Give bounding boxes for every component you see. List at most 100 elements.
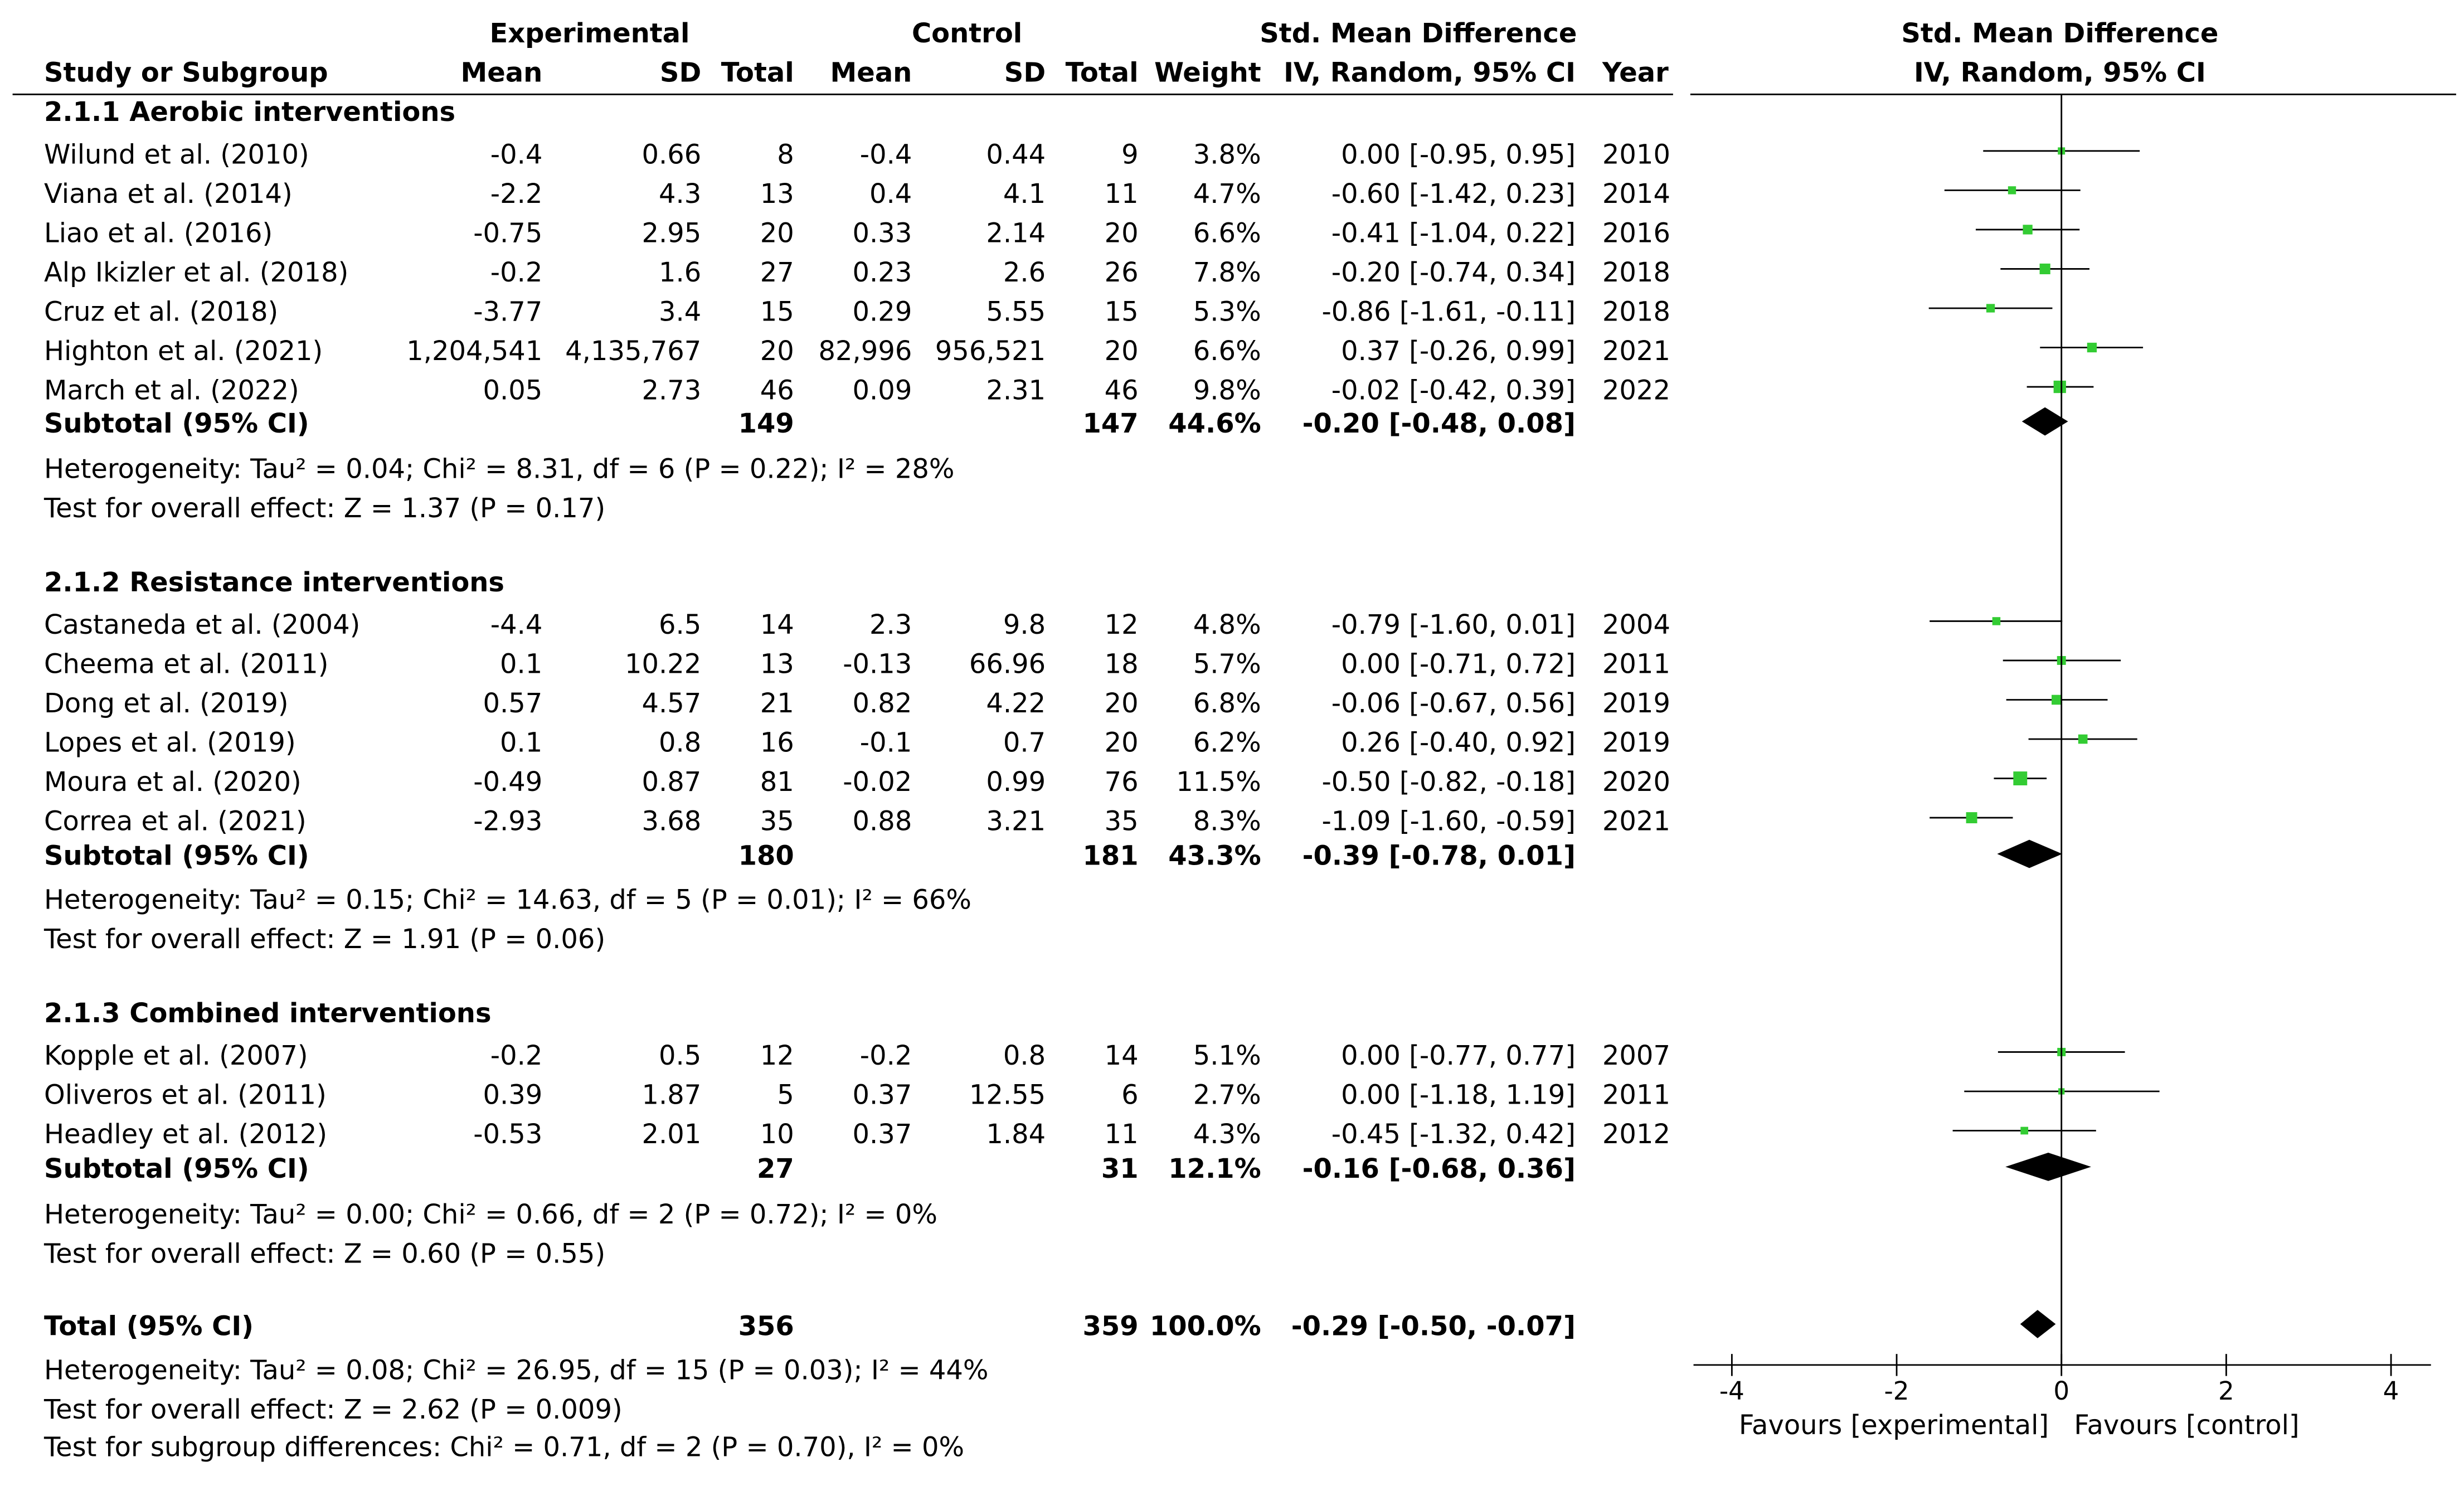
study-e-mean: -0.4	[490, 139, 543, 171]
study-e-mean: 1,204,541	[406, 336, 543, 367]
study-ci: 0.00 [-0.77, 0.77]	[1341, 1040, 1576, 1072]
subtotal-ci: -0.16 [-0.68, 0.36]	[1302, 1153, 1576, 1185]
study-ci: -0.41 [-1.04, 0.22]	[1331, 217, 1576, 250]
x-tick-label: 4	[2383, 1376, 2399, 1406]
study-year: 2018	[1602, 257, 1670, 289]
study-year: 2011	[1602, 648, 1670, 681]
study-e-total: 35	[760, 805, 794, 838]
header-study: Study or Subgroup	[43, 57, 328, 89]
study-c-total: 14	[1104, 1040, 1139, 1072]
subtotal-c-total: 181	[1082, 840, 1139, 872]
study-weight: 6.8%	[1193, 688, 1261, 720]
study-c-sd: 2.6	[1003, 257, 1046, 289]
study-c-sd: 9.8	[1003, 609, 1046, 641]
study-e-sd: 4.57	[641, 688, 702, 720]
header-c-total: Total	[1065, 57, 1139, 89]
study-c-total: 11	[1104, 178, 1139, 210]
study-ci: -0.86 [-1.61, -0.11]	[1321, 296, 1576, 328]
study-name: Correa et al. (2021)	[43, 805, 307, 838]
study-weight: 11.5%	[1176, 766, 1261, 798]
study-e-mean: -0.53	[473, 1119, 543, 1150]
subtotal-e-total: 149	[738, 408, 794, 440]
study-c-sd: 0.8	[1003, 1040, 1046, 1072]
study-weight: 4.7%	[1193, 178, 1261, 210]
study-ci: -0.60 [-1.42, 0.23]	[1331, 178, 1576, 210]
study-e-total: 10	[760, 1119, 794, 1150]
study-c-mean: 2.3	[869, 609, 912, 641]
total-label: Total (95% CI)	[43, 1310, 254, 1342]
study-c-sd: 0.7	[1003, 727, 1046, 759]
study-c-total: 35	[1104, 805, 1139, 838]
study-c-sd: 4.22	[986, 688, 1046, 720]
study-point-marker	[2053, 380, 2066, 394]
study-ci: 0.00 [-1.18, 1.19]	[1341, 1079, 1576, 1111]
study-e-total: 15	[760, 296, 794, 328]
study-e-total: 20	[760, 217, 794, 250]
subgroup-title: 2.1.2 Resistance interventions	[43, 567, 505, 599]
study-point-marker	[2020, 1126, 2029, 1135]
study-year: 2019	[1602, 688, 1670, 720]
study-point-marker	[2039, 263, 2050, 275]
study-c-total: 9	[1121, 139, 1139, 171]
study-weight: 8.3%	[1193, 805, 1261, 838]
study-c-total: 20	[1104, 688, 1139, 720]
study-c-mean: -0.1	[859, 727, 912, 759]
study-weight: 5.7%	[1193, 648, 1261, 681]
study-c-sd: 0.44	[986, 139, 1046, 171]
study-ci: 0.26 [-0.40, 0.92]	[1341, 727, 1576, 759]
study-e-sd: 2.95	[641, 217, 702, 250]
study-year: 2012	[1602, 1119, 1670, 1150]
subtotal-weight: 43.3%	[1168, 840, 1261, 872]
subgroup-overall-effect: Test for overall effect: Z = 1.91 (P = 0…	[43, 924, 606, 955]
study-e-mean: -3.77	[473, 296, 543, 328]
study-point-marker	[1966, 812, 1977, 824]
subgroup-title: 2.1.3 Combined interventions	[43, 998, 492, 1029]
footer-overall-effect: Test for overall effect: Z = 2.62 (P = 0…	[43, 1394, 623, 1426]
study-c-total: 26	[1104, 257, 1139, 289]
study-c-mean: 0.82	[852, 688, 912, 720]
study-point-marker	[2013, 771, 2028, 785]
header-smd-title: Std. Mean Difference	[1260, 18, 1577, 50]
subgroup-overall-effect: Test for overall effect: Z = 0.60 (P = 0…	[43, 1238, 606, 1270]
study-year: 2021	[1602, 805, 1670, 838]
study-e-sd: 1.6	[658, 257, 702, 289]
study-point-marker	[2008, 186, 2016, 195]
x-tick-label: -4	[1719, 1376, 1744, 1406]
footer-heterogeneity: Heterogeneity: Tau² = 0.08; Chi² = 26.95…	[43, 1354, 989, 1386]
study-point-marker	[2087, 342, 2097, 353]
study-c-sd: 956,521	[935, 336, 1046, 367]
study-year: 2019	[1602, 727, 1670, 759]
study-e-mean: -0.2	[490, 1040, 543, 1072]
study-c-total: 20	[1104, 727, 1139, 759]
header-plot-title: Std. Mean Difference	[1901, 18, 2219, 50]
study-point-marker	[1986, 304, 1995, 313]
study-c-mean: 0.88	[852, 805, 912, 838]
header-e-total: Total	[721, 57, 794, 89]
study-e-total: 13	[760, 178, 794, 210]
study-name: Castaneda et al. (2004)	[43, 609, 361, 641]
study-ci: -0.20 [-0.74, 0.34]	[1331, 257, 1576, 289]
study-weight: 5.3%	[1193, 296, 1261, 328]
study-e-total: 16	[760, 727, 794, 759]
study-weight: 2.7%	[1193, 1079, 1261, 1111]
study-name: Moura et al. (2020)	[43, 766, 302, 798]
study-e-sd: 4,135,767	[565, 336, 702, 367]
study-e-sd: 0.5	[658, 1040, 702, 1072]
x-tick-label: 0	[2053, 1376, 2070, 1406]
study-weight: 6.6%	[1193, 336, 1261, 367]
study-c-mean: 0.33	[852, 217, 912, 250]
study-year: 2016	[1602, 217, 1670, 250]
subtotal-c-total: 31	[1101, 1153, 1139, 1185]
study-ci: 0.00 [-0.95, 0.95]	[1341, 139, 1576, 171]
study-c-mean: -0.4	[859, 139, 912, 171]
subgroup-heterogeneity: Heterogeneity: Tau² = 0.15; Chi² = 14.63…	[43, 884, 971, 916]
study-e-mean: 0.1	[500, 727, 543, 759]
header-c-sd: SD	[1004, 57, 1046, 89]
study-e-mean: 0.05	[483, 375, 543, 407]
study-name: Wilund et al. (2010)	[43, 139, 309, 171]
study-c-sd: 66.96	[969, 648, 1046, 681]
header-e-sd: SD	[659, 57, 702, 89]
subgroup-heterogeneity: Heterogeneity: Tau² = 0.00; Chi² = 0.66,…	[43, 1199, 937, 1231]
